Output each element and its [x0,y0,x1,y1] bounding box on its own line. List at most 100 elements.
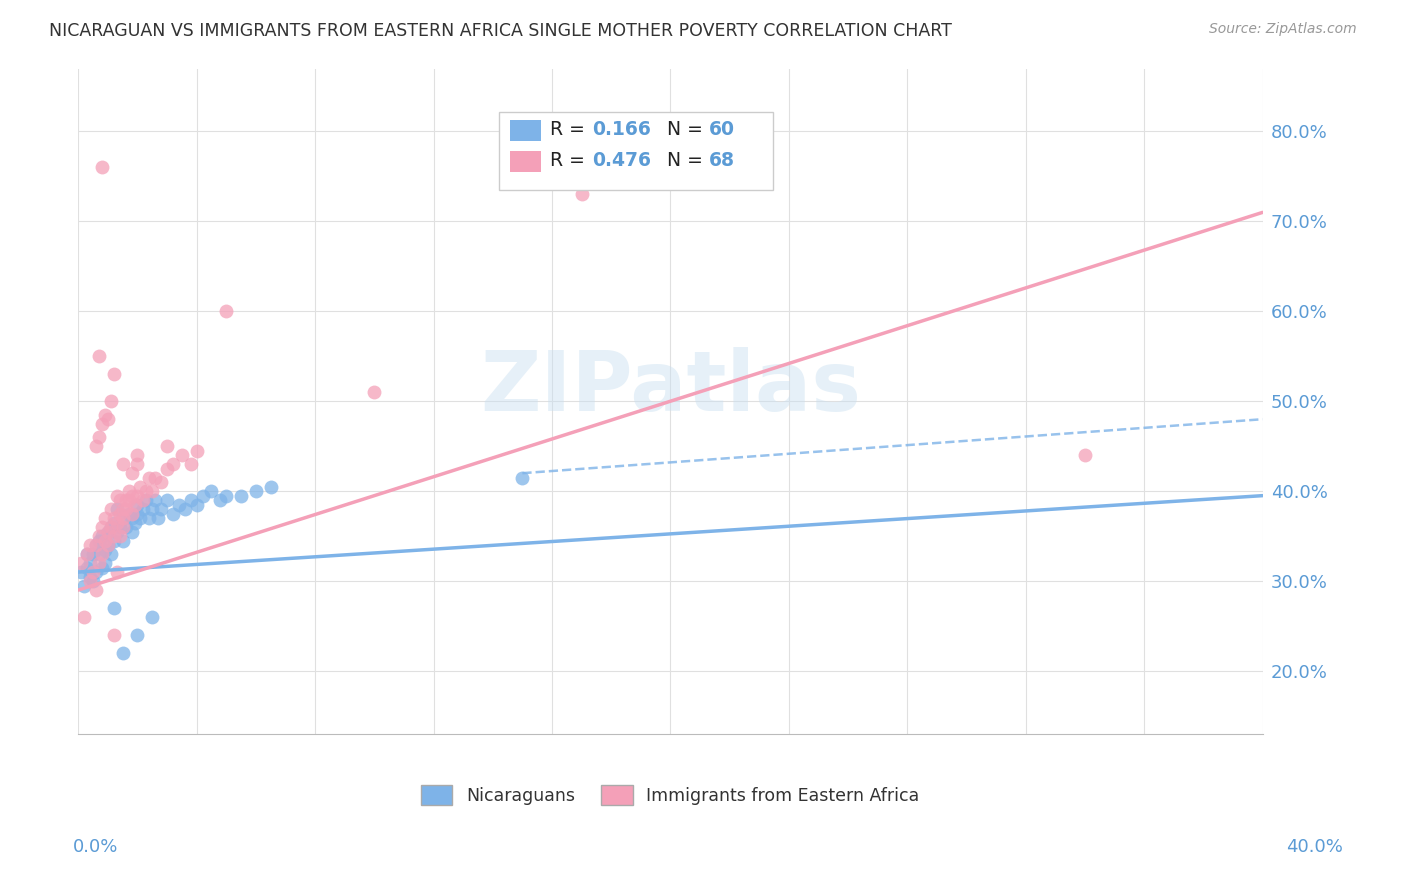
Point [170,448,193,462]
Point [127,448,149,462]
Point [108,507,131,521]
Point [100,547,122,561]
Point [209,493,232,508]
Point [111,520,134,534]
Point [73,610,96,624]
Point [108,493,131,508]
Point [121,507,143,521]
Point [114,520,136,534]
Point [127,628,149,642]
Point [82,547,104,561]
Point [148,511,170,525]
Point [111,457,134,471]
Point [571,187,593,202]
Point [150,475,173,490]
Point [129,511,152,525]
Point [512,471,534,485]
Point [121,524,143,539]
Point [84,439,107,453]
Point [87,556,110,570]
Point [94,408,117,422]
Text: 0.166: 0.166 [592,120,651,139]
Point [70,565,93,579]
Point [84,565,107,579]
Point [229,489,252,503]
Point [260,480,283,494]
Point [91,161,114,175]
Point [186,498,208,512]
Point [156,493,179,508]
Point [91,520,114,534]
Point [91,560,114,574]
Point [82,574,104,588]
Point [94,542,117,557]
Point [114,493,136,508]
Point [117,484,139,499]
Point [127,498,149,512]
Point [108,529,131,543]
Point [105,565,128,579]
Point [180,457,202,471]
Point [180,493,202,508]
Point [156,461,179,475]
Point [138,471,160,485]
Text: 68: 68 [709,151,734,170]
Point [105,489,128,503]
Point [84,538,107,552]
Point [1074,448,1097,462]
Text: R =: R = [550,151,591,170]
Point [162,457,184,471]
Text: Source: ZipAtlas.com: Source: ZipAtlas.com [1209,22,1357,37]
Point [105,524,128,539]
Point [70,556,93,570]
Point [111,646,134,660]
Point [79,538,101,552]
Point [132,502,155,516]
Point [94,533,117,548]
Point [108,520,131,534]
Point [100,502,122,516]
Point [167,498,190,512]
Point [173,502,195,516]
Point [87,430,110,444]
Point [162,507,184,521]
Point [103,533,125,548]
Text: N =: N = [655,151,709,170]
Point [141,484,163,499]
Point [111,533,134,548]
Point [215,304,238,318]
Point [73,578,96,592]
Text: 0.476: 0.476 [592,151,651,170]
Point [91,529,114,543]
Point [79,556,101,570]
Point [245,484,267,499]
Point [97,524,120,539]
Point [105,502,128,516]
Point [363,385,385,400]
Point [76,547,98,561]
Point [135,493,157,508]
Text: ZIPatlas: ZIPatlas [479,347,860,428]
Point [87,529,110,543]
Point [111,502,134,516]
Point [111,511,134,525]
Point [150,502,173,516]
Point [87,533,110,548]
Point [84,538,107,552]
Point [103,511,125,525]
Point [121,489,143,503]
Point [91,417,114,431]
Point [91,547,114,561]
Point [141,610,163,624]
Point [82,565,104,579]
Point [79,569,101,583]
Point [100,520,122,534]
Point [76,560,98,574]
Point [103,628,125,642]
Point [105,516,128,530]
Point [156,439,179,453]
Point [143,471,166,485]
Point [76,547,98,561]
Point [87,547,110,561]
Point [84,583,107,598]
